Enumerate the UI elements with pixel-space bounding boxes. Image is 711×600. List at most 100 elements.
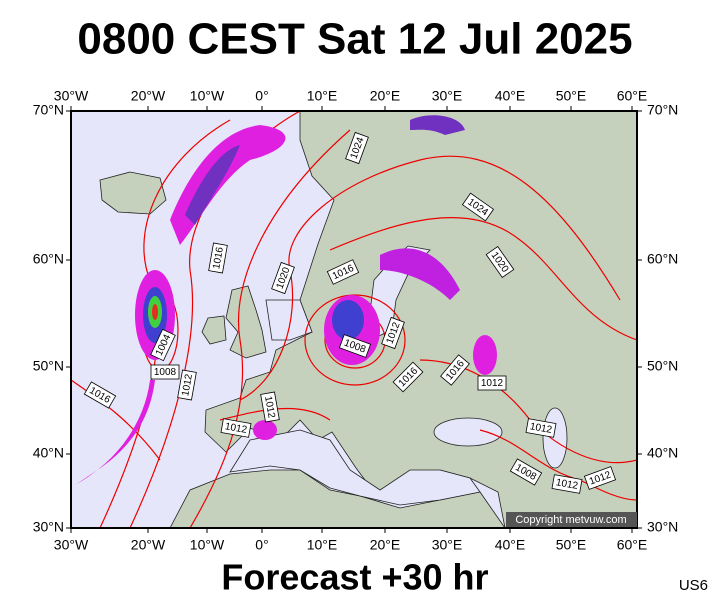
isobar-label-text: 1016	[211, 246, 226, 270]
isobar-label: 1008	[150, 364, 180, 380]
isobar-line	[71, 379, 161, 461]
lat-label-right: 60°N	[647, 251, 678, 267]
lon-label-bottom: 30°E	[432, 537, 463, 553]
copyright: Copyright metvuw.com	[515, 514, 626, 526]
isobar-label: 1016	[208, 242, 228, 274]
lon-label-top: 0°	[255, 88, 268, 104]
graticule-labels: 30°W 30°W 20°W 20°W 10°W 10°W 0° 0° 10°E 10°E 20°E…	[33, 88, 679, 553]
isobar-line	[189, 129, 351, 528]
isobar-label-box	[525, 418, 557, 438]
isobar-label-box	[392, 361, 424, 393]
isobar-label-box	[440, 354, 470, 386]
rain-core	[185, 145, 240, 225]
isobar-label-box	[220, 418, 252, 438]
isobar-label-box	[381, 316, 405, 350]
isobar-label-box	[338, 334, 372, 358]
rain-area	[410, 115, 465, 135]
rain-core	[152, 304, 158, 320]
isobar-label-text: 1008	[154, 367, 177, 378]
isobar-label-box	[271, 261, 295, 295]
lat-label-right: 50°N	[647, 358, 678, 374]
isobar-label: 1012	[583, 466, 617, 490]
lon-label-top: 10°W	[190, 88, 225, 104]
isobar-label: 1012	[381, 316, 405, 350]
rain-area	[253, 420, 277, 440]
isobar-label-box	[326, 259, 360, 285]
lat-label-left: 30°N	[33, 519, 64, 535]
lon-label-top: 60°E	[617, 88, 648, 104]
lon-label-bottom: 30°W	[54, 537, 89, 553]
lon-label-bottom: 50°E	[556, 537, 587, 553]
isobar-label-box	[260, 391, 280, 423]
isobar-label-box	[477, 375, 507, 391]
isobar-label-box	[150, 364, 180, 380]
isobar-label-box	[583, 466, 617, 490]
sea-mediterranean	[229, 429, 481, 506]
lon-label-bottom: 20°W	[131, 537, 166, 553]
isobar-label-text: 1012	[224, 421, 248, 436]
sea-black	[433, 417, 503, 447]
isobar-line	[219, 407, 331, 421]
lat-label-right: 40°N	[647, 445, 678, 461]
lon-label-bottom: 10°E	[307, 537, 338, 553]
land-ireland	[201, 315, 227, 345]
isobar-label-box	[485, 245, 515, 279]
isobar-label: 1012	[477, 375, 507, 391]
isobar-label: 1012	[220, 418, 252, 438]
lon-label-top: 20°W	[131, 88, 166, 104]
title: 0800 CEST Sat 12 Jul 2025	[77, 15, 632, 64]
isobar-line	[239, 155, 621, 401]
lon-label-top: 10°E	[307, 88, 338, 104]
isobar-label-text: 1012	[529, 421, 553, 436]
isobar-label: 1024	[345, 131, 369, 165]
isobar-label: 1012	[525, 418, 557, 438]
isobar-label-text: 1012	[555, 477, 579, 492]
sea-north	[265, 299, 313, 341]
rain-area	[380, 248, 460, 300]
isobar-label: 1020	[271, 261, 295, 295]
isobar-label-box	[461, 192, 495, 222]
isobar-label-box	[83, 381, 117, 409]
model-code: US6	[679, 577, 708, 594]
lat-label-left: 60°N	[33, 251, 64, 267]
isobar-line	[329, 217, 637, 341]
copyright-box	[506, 512, 637, 527]
lon-label-bottom: 60°E	[617, 537, 648, 553]
isobar-label-box	[551, 474, 583, 494]
isobar-label-text: 1012	[481, 378, 504, 389]
lon-label-top: 20°E	[370, 88, 401, 104]
lon-label-top: 40°E	[495, 88, 526, 104]
land-britain	[225, 285, 267, 359]
lon-label-top: 50°E	[556, 88, 587, 104]
isobar-label-box	[177, 369, 197, 401]
sea-caspian	[542, 407, 568, 469]
lat-label-right: 70°N	[647, 102, 678, 118]
lat-label-right: 30°N	[647, 519, 678, 535]
map-frame	[70, 110, 638, 529]
lon-label-bottom: 10°W	[190, 537, 225, 553]
lat-label-left: 40°N	[33, 445, 64, 461]
land-iceland	[99, 171, 167, 215]
isobar-label: 1012	[177, 369, 197, 401]
lon-label-bottom: 40°E	[495, 537, 526, 553]
lon-label-top: 30°W	[54, 88, 89, 104]
forecast-label: Forecast +30 hr	[221, 557, 488, 598]
lon-label-bottom: 20°E	[370, 537, 401, 553]
isobar-label-text: 1012	[180, 373, 195, 397]
lon-label-top: 30°E	[432, 88, 463, 104]
isobar-label-box	[345, 131, 369, 165]
isobar-label-text: 1012	[262, 395, 277, 419]
isobar-label-box	[150, 328, 176, 362]
isobar-label-box	[509, 458, 543, 486]
rain-core	[332, 300, 364, 340]
isobar-label-box	[208, 242, 228, 274]
lon-label-bottom: 0°	[255, 537, 268, 553]
rain-area	[473, 335, 497, 375]
lat-label-left: 50°N	[33, 358, 64, 374]
lat-label-left: 70°N	[33, 102, 64, 118]
isobar-label: 1008	[338, 334, 372, 358]
isobar-line	[304, 294, 406, 386]
